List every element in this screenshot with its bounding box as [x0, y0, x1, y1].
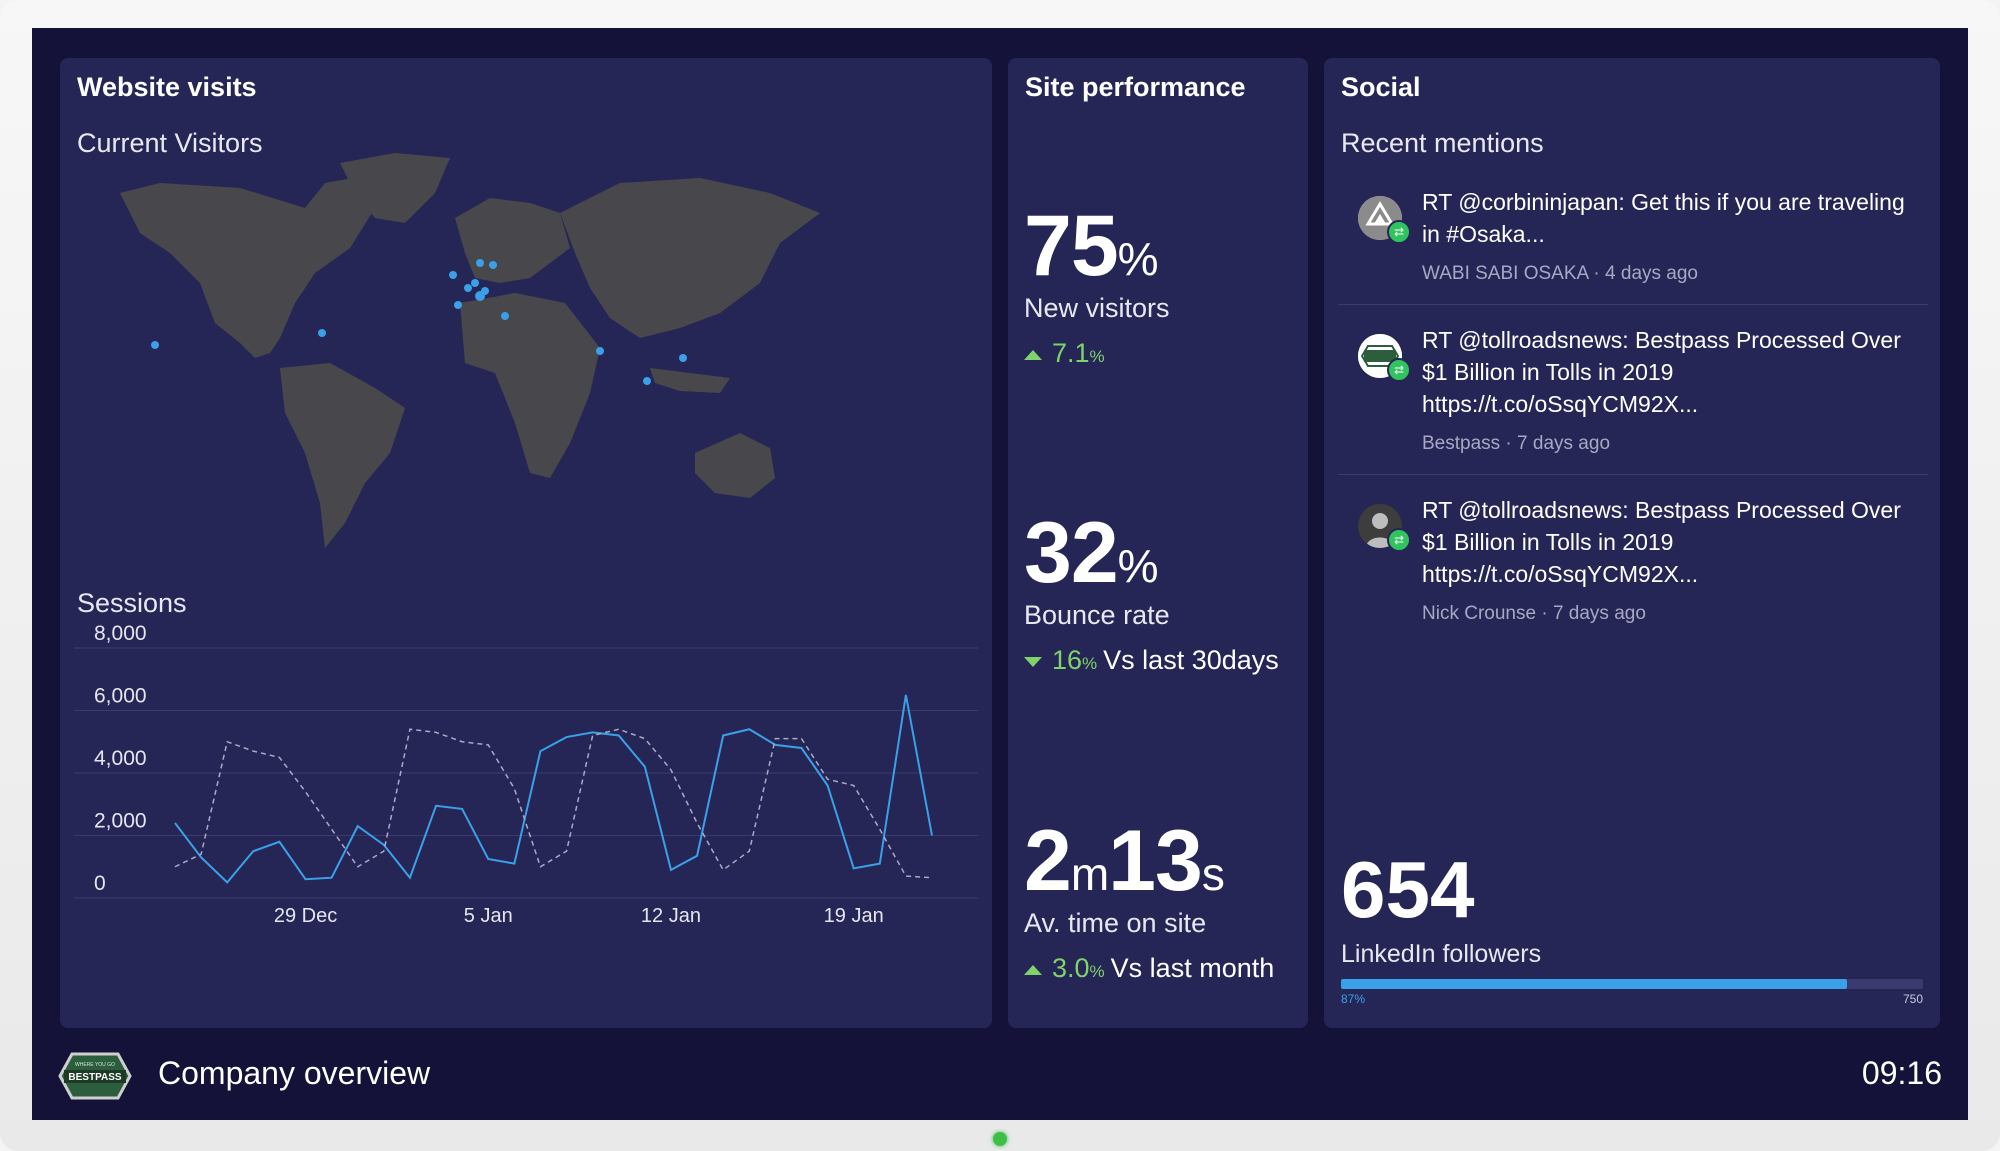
visitor-dot — [501, 312, 509, 320]
y-tick-label: 0 — [94, 872, 106, 895]
current-visitors-title: Current Visitors — [77, 128, 263, 158]
x-tick-label: 5 Jan — [464, 905, 513, 927]
visitor-dot — [464, 284, 472, 292]
new-visitors-label: New visitors — [1024, 293, 1170, 323]
series-line-current — [174, 694, 933, 884]
followers-progress-fill — [1341, 979, 1848, 989]
linkedin-followers-label: LinkedIn followers — [1341, 940, 1542, 968]
map-europe — [455, 198, 570, 283]
followers-goal-label: 750 — [1902, 992, 1923, 1006]
bounce-rate-change: 16% Vs last 30days — [1024, 645, 1279, 676]
visitor-dot — [151, 341, 159, 349]
visitor-dot — [679, 354, 687, 362]
map-greenland — [340, 153, 450, 223]
visitor-dot — [454, 301, 462, 309]
mention-meta: Bestpass · 7 days ago — [1422, 433, 1611, 454]
bestpass-logo: BESTPASS WHERE YOU GO — [58, 1052, 132, 1100]
y-tick-label: 6,000 — [94, 685, 147, 708]
dashboard-title: Company overview — [158, 1055, 431, 1091]
power-indicator-icon — [993, 1132, 1007, 1146]
visitor-dot — [449, 271, 457, 279]
time-on-site-change: 3.0% Vs last month — [1024, 953, 1274, 984]
new-visitors-change: 7.1% — [1024, 338, 1170, 369]
avatar — [1358, 334, 1402, 378]
new-visitors-value: 75% — [1024, 198, 1159, 294]
map-south-america — [280, 363, 405, 548]
visitor-dot — [489, 261, 497, 269]
visitor-dot — [596, 347, 604, 355]
y-tick-label: 4,000 — [94, 747, 147, 770]
followers-progress-label: 87% — [1341, 992, 1366, 1006]
visitor-dot — [643, 377, 651, 385]
bounce-rate-metric: 32% Bounce rate 16% Vs last 30days — [1024, 510, 1279, 676]
sessions-chart: 8,000 6,000 4,000 2,000 0 29 Dec 5 Jan 12 Jan 19… — [74, 622, 978, 927]
website-visits-title: Website visits — [77, 72, 257, 102]
bestpass-logo-icon — [1358, 334, 1402, 378]
y-tick-label: 2,000 — [94, 810, 147, 833]
followers-progress-track — [1341, 979, 1923, 989]
time-on-site-value: 2m13s — [1024, 813, 1225, 909]
website-visits-card: Website visits Current Visitors — [60, 58, 992, 1028]
mention-text: RT @tollroadsnews: Bestpass Processed Ov… — [1422, 327, 1901, 417]
bounce-rate-value: 32% — [1024, 505, 1159, 601]
retweet-icon: ⇄ — [1387, 358, 1411, 382]
site-performance-title: Site performance — [1025, 72, 1246, 102]
clock: 09:16 — [1861, 1055, 1942, 1091]
x-tick-label: 19 Jan — [824, 905, 884, 927]
retweet-icon: ⇄ — [1387, 220, 1411, 244]
map-australia — [695, 433, 775, 498]
trend-up-icon — [1024, 349, 1042, 360]
logo-text: BESTPASS — [68, 1072, 121, 1083]
recent-mentions-title: Recent mentions — [1341, 128, 1544, 158]
social-title: Social — [1341, 72, 1421, 102]
sessions-title: Sessions — [77, 588, 187, 618]
x-tick-label: 29 Dec — [274, 905, 337, 927]
mention-item[interactable]: ⇄ RT @tollroadsnews: Bestpass Processed … — [1338, 324, 1928, 474]
world-map — [120, 153, 820, 548]
map-north-america — [120, 173, 380, 358]
trend-up-icon — [1024, 964, 1042, 975]
trend-down-icon — [1024, 656, 1042, 667]
retweet-icon: ⇄ — [1387, 528, 1411, 552]
logo-tagline: WHERE YOU GO — [75, 1062, 115, 1068]
mention-meta: Nick Crounse · 7 days ago — [1422, 603, 1646, 624]
visitor-dot — [476, 259, 484, 267]
avatar — [1358, 504, 1402, 548]
mention-text: RT @corbininjapan: Get this if you are t… — [1422, 189, 1905, 247]
mention-meta: WABI SABI OSAKA · 4 days ago — [1422, 263, 1698, 284]
social-card: Social Recent mentions ⇄ RT @corbininjap… — [1324, 58, 1940, 1028]
mention-item[interactable]: ⇄ RT @corbininjapan: Get this if you are… — [1338, 186, 1928, 306]
dashboard-screen: Website visits Current Visitors — [32, 28, 1968, 1120]
map-asia — [560, 178, 820, 338]
mention-divider — [1338, 474, 1928, 475]
time-on-site-label: Av. time on site — [1024, 908, 1207, 938]
new-visitors-metric: 75% New visitors 7.1% — [1024, 203, 1170, 369]
visitor-dot — [481, 287, 489, 295]
bounce-rate-label: Bounce rate — [1024, 600, 1170, 630]
mention-item[interactable]: ⇄ RT @tollroadsnews: Bestpass Processed … — [1338, 494, 1928, 644]
time-on-site-metric: 2m13s Av. time on site 3.0% Vs last month — [1024, 818, 1274, 984]
mention-text: RT @tollroadsnews: Bestpass Processed Ov… — [1422, 497, 1901, 587]
series-line-previous — [174, 728, 933, 879]
linkedin-followers-value: 654 — [1341, 845, 1475, 934]
visitor-dot — [318, 329, 326, 337]
x-tick-label: 12 Jan — [641, 905, 701, 927]
y-tick-label: 8,000 — [94, 622, 147, 645]
map-africa — [460, 293, 600, 478]
mention-divider — [1338, 304, 1928, 305]
map-indonesia — [650, 368, 730, 393]
site-performance-card: Site performance 75% New visitors 7.1% 3… — [1008, 58, 1308, 1028]
visitor-dot — [471, 279, 479, 287]
user-photo-icon — [1358, 504, 1402, 548]
